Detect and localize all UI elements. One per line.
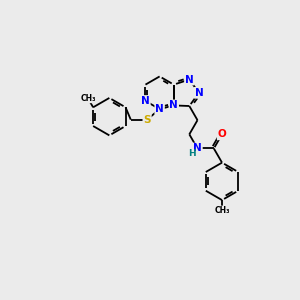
Text: N: N [155,104,164,114]
Text: N: N [195,88,203,98]
Text: H: H [188,149,196,158]
Text: CH₃: CH₃ [214,206,230,215]
Text: O: O [218,129,226,139]
Text: N: N [141,96,150,106]
Text: N: N [169,100,178,110]
Text: N: N [185,75,194,85]
Text: CH₃: CH₃ [80,94,96,103]
Text: N: N [193,143,202,154]
Text: S: S [143,115,151,124]
